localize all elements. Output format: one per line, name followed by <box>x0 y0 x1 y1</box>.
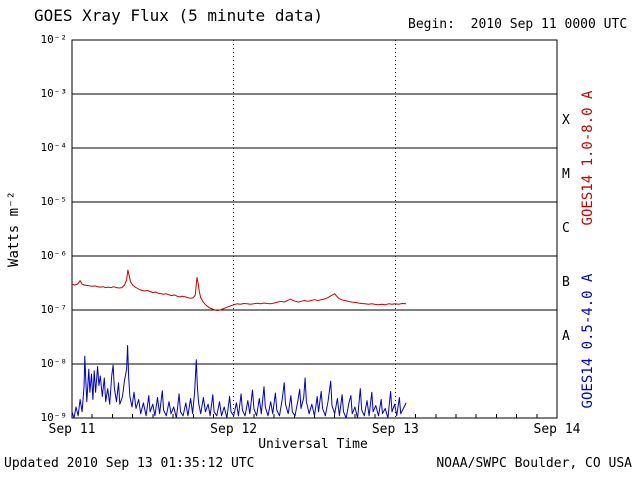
x-tick-label: Sep 11 <box>48 422 96 437</box>
series-label-goes14-long: GOES14 1.0-8.0 A <box>580 90 596 226</box>
x-tick-label: Sep 12 <box>210 422 258 437</box>
x-tick-label: Sep 14 <box>533 422 581 437</box>
series-line-short-wavelength <box>71 345 407 419</box>
begin-time-label: Begin: 2010 Sep 11 0000 UTC <box>408 17 628 32</box>
series-line-long-wavelength <box>71 269 407 311</box>
y-tick-label: 10⁻⁹ <box>40 411 68 424</box>
chart-title: GOES Xray Flux (5 minute data) <box>34 6 323 25</box>
flare-class-m: M <box>562 167 570 182</box>
y-tick-label: 10⁻³ <box>40 87 68 100</box>
y-tick-label: 10⁻⁴ <box>40 141 68 154</box>
y-tick-label: 10⁻² <box>40 33 68 46</box>
series-label-goes14-short: GOES14 0.5-4.0 A <box>580 273 596 409</box>
y-tick-label: 10⁻⁵ <box>40 195 68 208</box>
y-tick-label: 10⁻⁶ <box>40 249 68 262</box>
x-tick-label: Sep 13 <box>371 422 419 437</box>
flare-class-x: X <box>562 113 570 128</box>
flare-class-c: C <box>562 221 570 236</box>
source-credit: NOAA/SWPC Boulder, CO USA <box>436 456 632 471</box>
y-axis-label: Watts m⁻² <box>6 191 22 267</box>
flare-class-a: A <box>562 329 570 344</box>
flare-class-b: B <box>562 275 570 290</box>
y-tick-label: 10⁻⁷ <box>40 303 68 316</box>
updated-timestamp: Updated 2010 Sep 13 01:35:12 UTC <box>4 456 255 471</box>
y-tick-label: 10⁻⁸ <box>40 357 68 370</box>
plot-border <box>71 39 558 419</box>
x-axis-label: Universal Time <box>258 437 368 452</box>
